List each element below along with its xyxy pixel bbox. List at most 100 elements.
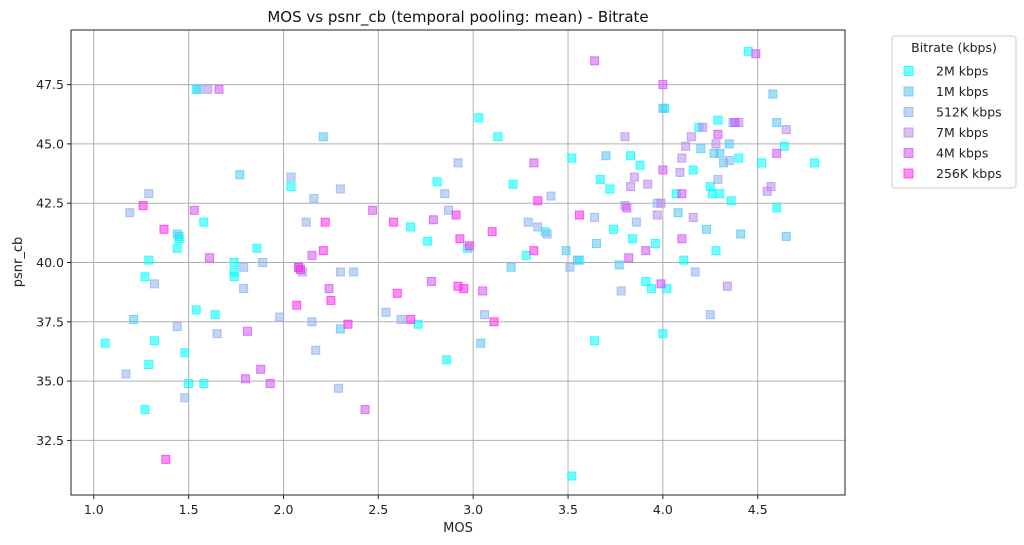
data-point — [533, 196, 543, 206]
data-point — [476, 338, 486, 348]
data-point — [396, 314, 406, 324]
data-point — [138, 201, 148, 211]
legend-label: 7M kbps — [936, 125, 988, 140]
data-point — [772, 148, 782, 158]
data-point — [772, 118, 782, 128]
data-point — [307, 317, 317, 327]
data-point — [713, 129, 723, 139]
data-point — [204, 253, 214, 263]
data-point — [743, 46, 753, 56]
data-point — [189, 205, 199, 215]
data-point — [647, 284, 656, 294]
data-point — [658, 329, 668, 339]
legend-box — [891, 35, 1017, 189]
data-point — [781, 125, 791, 135]
data-point — [203, 84, 213, 94]
data-point — [140, 272, 150, 282]
data-point — [489, 317, 499, 327]
data-point — [726, 196, 736, 206]
data-point — [574, 210, 584, 220]
data-point — [696, 144, 706, 154]
data-point — [392, 288, 402, 298]
data-point — [453, 158, 463, 168]
data-point — [172, 229, 182, 239]
legend-label: 1M kbps — [936, 84, 988, 99]
data-point — [349, 267, 359, 277]
data-point — [292, 300, 302, 310]
legend-item: 512K kbps — [903, 105, 1002, 120]
data-point — [546, 191, 556, 201]
data-point — [265, 378, 275, 388]
data-point — [149, 336, 159, 346]
data-point — [423, 236, 433, 246]
y-tick-label: 42.5 — [36, 196, 64, 211]
data-point — [620, 132, 630, 142]
data-point — [567, 153, 577, 163]
data-point — [688, 212, 698, 222]
data-point — [768, 89, 778, 99]
data-point — [605, 184, 615, 194]
data-point — [229, 272, 239, 282]
data-point — [590, 212, 600, 222]
data-point — [235, 170, 245, 180]
data-point — [121, 369, 131, 379]
data-point — [561, 246, 571, 256]
legend-label: 512K kbps — [936, 105, 1002, 120]
data-point — [622, 203, 632, 213]
data-point — [242, 326, 252, 336]
data-point — [590, 336, 600, 346]
legend-title: Bitrate (kbps) — [911, 40, 997, 55]
data-point — [626, 151, 636, 161]
chart-title: MOS vs psnr_cb (temporal pooling: mean) … — [267, 8, 648, 27]
data-point — [662, 284, 672, 294]
data-point — [624, 253, 634, 263]
data-point — [125, 208, 135, 218]
data-point — [333, 383, 343, 393]
x-tick-label: 3.0 — [463, 502, 483, 517]
data-point — [442, 355, 452, 365]
data-point — [193, 84, 203, 94]
legend-marker — [903, 127, 914, 138]
data-point — [464, 241, 474, 251]
data-point — [675, 167, 685, 177]
data-point — [296, 265, 306, 275]
data-point — [681, 141, 691, 151]
data-point — [229, 258, 239, 267]
data-point — [673, 208, 683, 218]
y-tick-label: 32.5 — [36, 433, 64, 448]
data-point — [239, 284, 249, 294]
data-point — [252, 243, 262, 253]
data-point — [629, 172, 639, 182]
data-point — [614, 260, 624, 270]
data-point — [318, 132, 328, 142]
data-point — [751, 49, 761, 59]
data-point — [286, 182, 296, 192]
legend-marker — [903, 86, 914, 97]
data-point — [641, 276, 651, 286]
x-tick-label: 2.0 — [274, 502, 294, 517]
data-point — [658, 103, 668, 113]
legend-items: 2M kbps 1M kbps 512K kbps 7M kbps 4M kbps 256… — [903, 64, 1002, 181]
data-point — [368, 205, 378, 215]
data-point — [591, 239, 601, 249]
data-point — [326, 295, 336, 305]
y-tick-label: 45.0 — [36, 136, 64, 151]
y-tick-label: 40.0 — [36, 255, 64, 270]
data-point — [677, 153, 687, 163]
data-point — [506, 262, 516, 272]
data-point — [757, 158, 767, 168]
data-point — [474, 113, 484, 123]
data-point — [159, 224, 169, 234]
data-point — [715, 148, 725, 158]
data-point — [493, 132, 503, 142]
data-point — [406, 222, 416, 232]
data-point — [324, 284, 334, 294]
x-tick-label: 4.0 — [653, 502, 673, 517]
data-point — [635, 160, 645, 170]
data-point — [440, 189, 450, 199]
data-point — [643, 179, 653, 189]
data-points — [100, 46, 820, 481]
data-point — [565, 262, 575, 272]
data-point — [478, 286, 488, 296]
